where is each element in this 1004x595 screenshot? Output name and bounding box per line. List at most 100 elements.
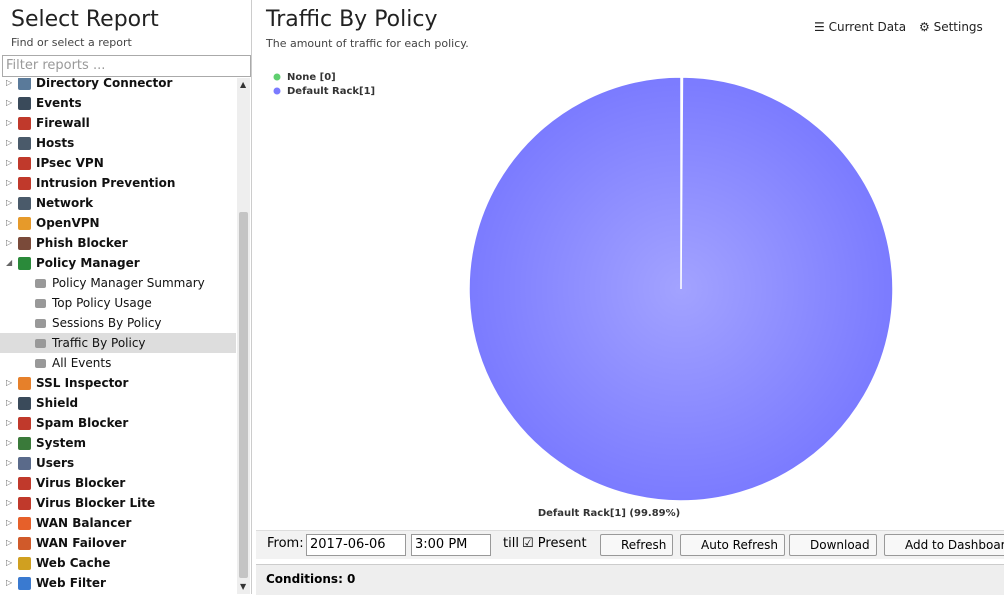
tree-item[interactable]: ▷ System	[0, 433, 236, 453]
tree-item[interactable]: Policy Manager Summary	[0, 273, 236, 293]
item-icon	[18, 197, 31, 210]
tree-item[interactable]: ▷ Web Cache	[0, 553, 236, 573]
conditions-label: Conditions: 0	[266, 572, 356, 586]
tree-item[interactable]: ▷ Events	[0, 93, 236, 113]
conditions-bar[interactable]: Conditions: 0	[256, 564, 1004, 595]
scroll-up[interactable]: ▲	[240, 80, 247, 89]
item-label: System	[36, 436, 86, 450]
scroll-thumb[interactable]	[239, 212, 248, 578]
scroll-down[interactable]: ▼	[240, 582, 247, 591]
item-label: Web Filter	[36, 576, 106, 590]
tree-item[interactable]: ▷ Virus Blocker	[0, 473, 236, 493]
expander: ▷	[6, 458, 13, 467]
tree-item[interactable]: Top Policy Usage	[0, 293, 236, 313]
expander: ▷	[6, 378, 13, 387]
item-label: Network	[36, 196, 94, 210]
legend-label: Default Rack[1]	[287, 86, 375, 97]
item-label: Web Cache	[36, 556, 111, 570]
refresh-button[interactable]: Refresh	[600, 534, 674, 556]
settings-button[interactable]: ⚙ Settings	[919, 20, 983, 34]
expander: ◢	[6, 258, 13, 267]
item-icon	[18, 517, 31, 530]
present-label: Present	[537, 536, 587, 551]
tree-item[interactable]: ▷ Shield	[0, 393, 236, 413]
add-dashboard-button[interactable]: Add to Dashboard	[884, 534, 1004, 556]
expander: ▷	[6, 138, 13, 147]
tree-item[interactable]: ▷ Network	[0, 193, 236, 213]
expander: ▷	[6, 218, 13, 227]
from-label: From:	[267, 536, 304, 551]
item-icon	[35, 279, 46, 288]
item-label: Events	[36, 96, 82, 110]
item-label: WAN Balancer	[36, 516, 132, 530]
item-icon	[35, 299, 46, 308]
tree-item[interactable]: ▷ SSL Inspector	[0, 373, 236, 393]
legend-marker	[273, 73, 281, 81]
tree-item[interactable]: Sessions By Policy	[0, 313, 236, 333]
item-icon	[18, 78, 31, 90]
item-label: Traffic By Policy	[52, 336, 146, 350]
item-label: Phish Blocker	[36, 236, 128, 250]
item-icon	[18, 437, 31, 450]
tree-item[interactable]: ▷ Hosts	[0, 133, 236, 153]
item-label: Top Policy Usage	[52, 296, 152, 310]
expander: ▷	[6, 78, 13, 87]
expander: ▷	[6, 178, 13, 187]
expander: ▷	[6, 198, 13, 207]
legend-label: None [0]	[287, 72, 336, 83]
tree-item[interactable]: ▷ WAN Failover	[0, 533, 236, 553]
button-label: Current Data	[828, 20, 907, 34]
tree-item[interactable]: ▷ Spam Blocker	[0, 413, 236, 433]
expander: ▷	[6, 538, 13, 547]
expander: ▷	[6, 558, 13, 567]
tree-item[interactable]: ◢ Policy Manager	[0, 253, 236, 273]
item-label: Virus Blocker	[36, 476, 126, 490]
item-label: Policy Manager Summary	[52, 276, 205, 290]
tree-item[interactable]: ▷ Users	[0, 453, 236, 473]
item-label: Spam Blocker	[36, 416, 129, 430]
tree-item[interactable]: ▷ Intrusion Prevention	[0, 173, 236, 193]
current-data-button[interactable]: ☰ Current Data	[814, 20, 907, 34]
item-icon	[18, 417, 31, 430]
item-label: All Events	[52, 356, 112, 370]
download-button[interactable]: Download	[789, 534, 877, 556]
present-checkbox[interactable]: ☑ Present	[522, 536, 587, 551]
tree-item[interactable]: ▷ WAN Balancer	[0, 513, 236, 533]
auto-refresh-button[interactable]: Auto Refresh	[680, 534, 785, 556]
tree-item[interactable]: ▷ Web Filter	[0, 573, 236, 593]
item-label: Hosts	[36, 136, 75, 150]
tree-item[interactable]: ▷ OpenVPN	[0, 213, 236, 233]
toolbar: From: 2017-06-06 3:00 PM till ☑ Present …	[256, 530, 1004, 559]
pie-slice	[468, 76, 894, 502]
tree-item[interactable]: ▷ Virus Blocker Lite	[0, 493, 236, 513]
expander: ▷	[6, 438, 13, 447]
tree-item[interactable]: Traffic By Policy	[0, 333, 236, 353]
item-icon	[18, 117, 31, 130]
item-icon	[18, 377, 31, 390]
tree-item[interactable]: ▷ Directory Connector	[0, 78, 236, 93]
button-label: Refresh	[621, 538, 667, 552]
filter-input[interactable]: Filter reports ...	[2, 55, 251, 77]
item-label: OpenVPN	[36, 216, 100, 230]
sidebar-title: Select Report	[11, 7, 159, 32]
expander: ▷	[6, 398, 13, 407]
legend-marker	[273, 87, 281, 95]
time-field[interactable]: 3:00 PM	[411, 534, 491, 556]
item-icon	[18, 477, 31, 490]
item-icon	[18, 237, 31, 250]
tree-item[interactable]: ▷ IPsec VPN	[0, 153, 236, 173]
tree-item[interactable]: ▷ Firewall	[0, 113, 236, 133]
item-label: SSL Inspector	[36, 376, 129, 390]
item-icon	[18, 157, 31, 170]
tree-item[interactable]: All Events	[0, 353, 236, 373]
item-label: IPsec VPN	[36, 156, 104, 170]
button-label: Download	[810, 538, 870, 552]
expander: ▷	[6, 498, 13, 507]
date-field[interactable]: 2017-06-06	[306, 534, 406, 556]
item-label: Firewall	[36, 116, 90, 130]
expander: ▷	[6, 478, 13, 487]
report-tree: ▷ Directory Connector ▷ Events ▷ Firewall ▷ Hos…	[0, 78, 236, 594]
report-subtitle: The amount of traffic for each policy.	[266, 37, 469, 50]
tree-item[interactable]: ▷ Phish Blocker	[0, 233, 236, 253]
item-label: Policy Manager	[36, 256, 140, 270]
